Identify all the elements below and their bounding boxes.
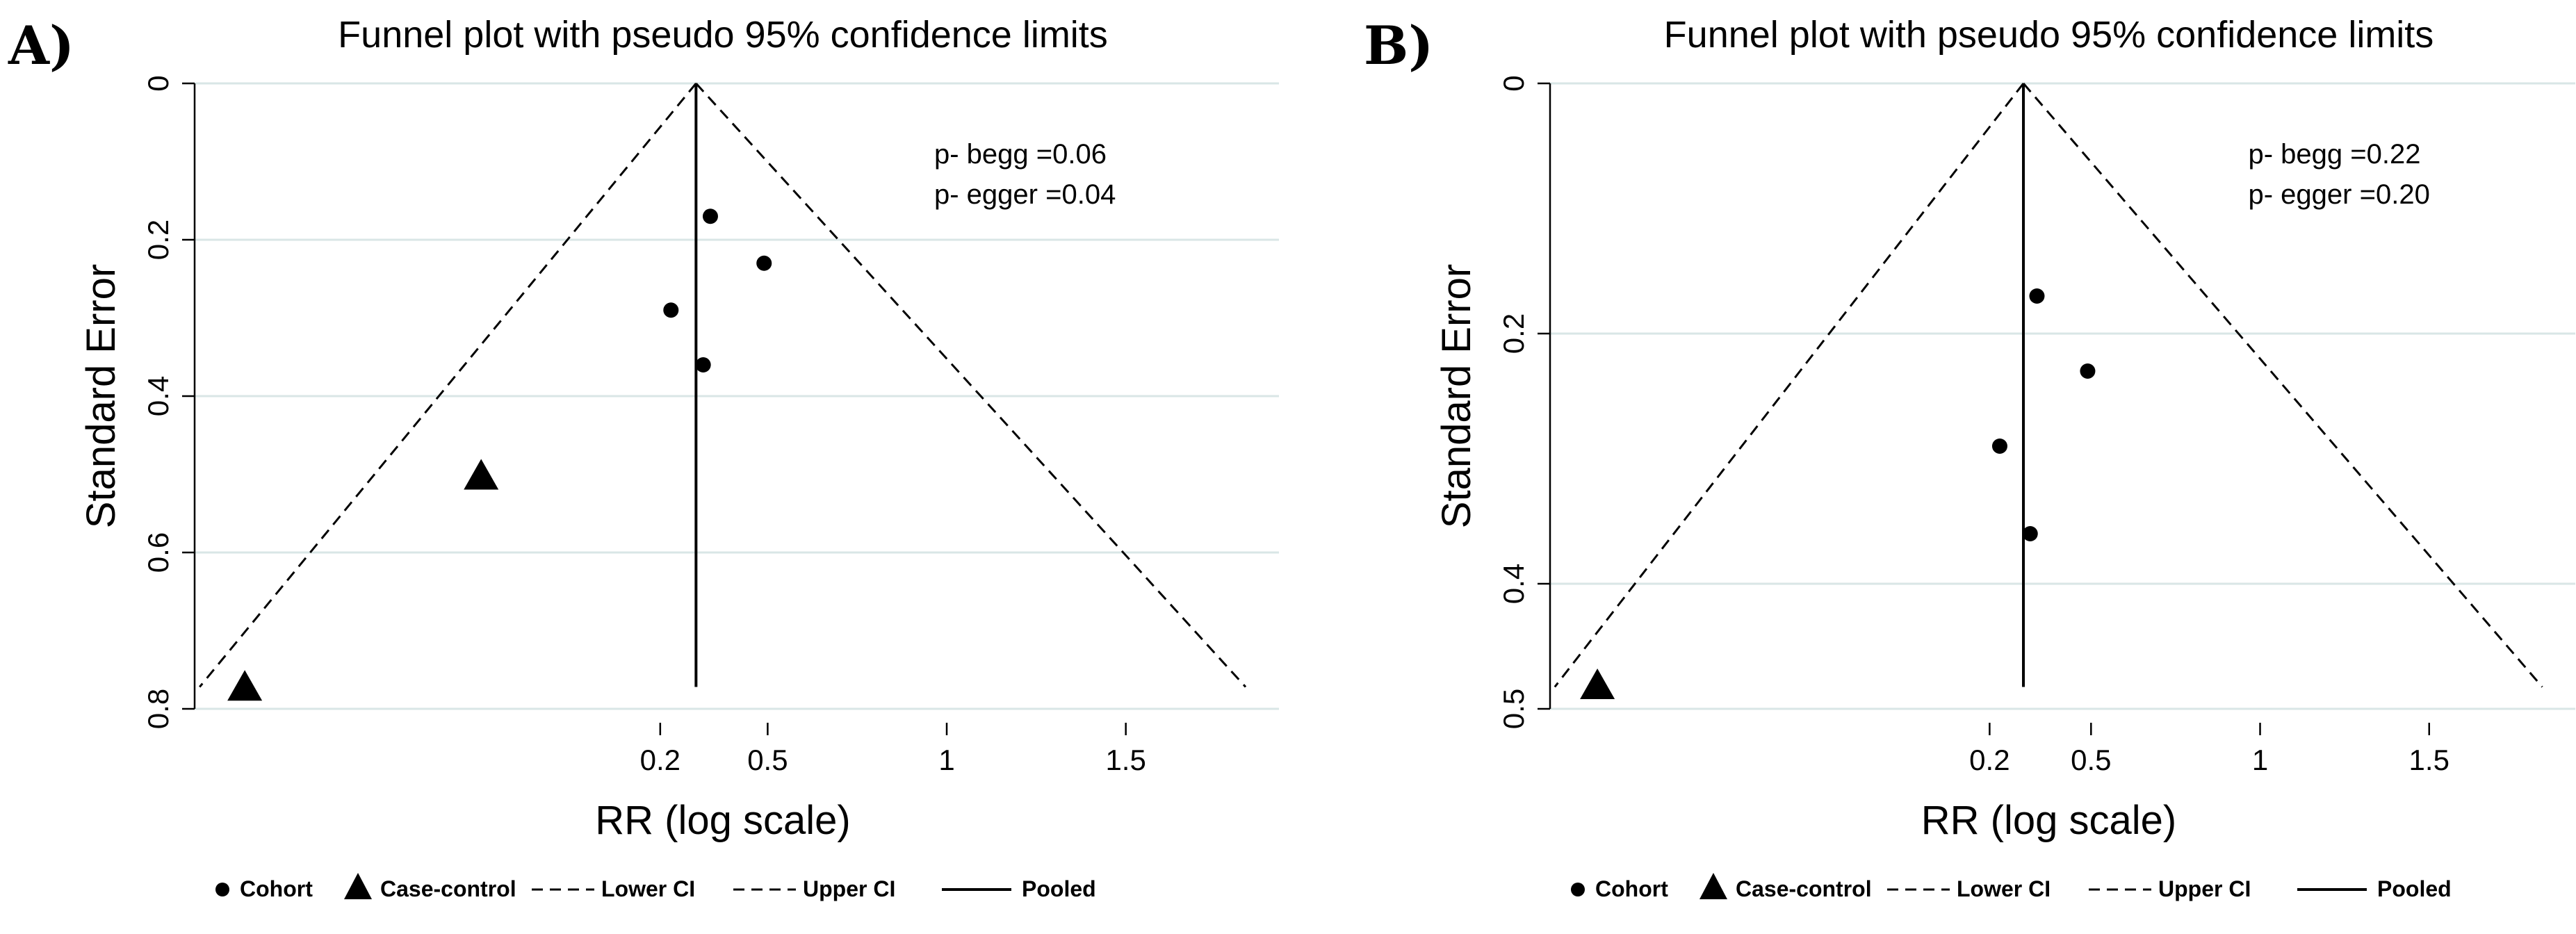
legend-lower-ci-label: Lower CI	[1957, 876, 2051, 901]
legend-case-control-marker	[1699, 873, 1727, 899]
x-axis-label: RR (log scale)	[1921, 798, 2176, 843]
cohort-point	[756, 255, 772, 271]
funnel-plot-a: 0 0.2 0.4 0.6 0.8 0.2 0.5 1 1.5 A) Funnel plot wit…	[8, 14, 1279, 901]
y-tick-label: 0.8	[142, 689, 174, 729]
legend-case-control-label: Case-control	[380, 876, 516, 901]
x-tick-label: 0.2	[640, 744, 680, 776]
y-tick-label: 0.5	[1497, 689, 1530, 729]
legend-upper-ci-label: Upper CI	[2158, 876, 2251, 901]
panel-label: B)	[1364, 15, 1433, 76]
x-axis-label: RR (log scale)	[595, 798, 850, 843]
y-tick-label: 0.4	[142, 376, 174, 416]
cohort-point	[2029, 288, 2045, 304]
x-tick-label: 1.5	[2409, 744, 2449, 776]
cohort-point	[2022, 526, 2038, 541]
cohort-point	[695, 357, 711, 372]
x-tick-label: 0.5	[747, 744, 788, 776]
cohort-point	[663, 302, 679, 318]
legend-case-control-label: Case-control	[1736, 876, 1872, 901]
y-tick-label: 0	[1497, 75, 1530, 91]
case-control-point	[227, 670, 263, 701]
upper-ci-line	[2022, 83, 2543, 688]
y-tick-label: 0	[142, 75, 174, 91]
legend-cohort-marker	[1571, 883, 1585, 896]
legend-pooled-label: Pooled	[1022, 876, 1096, 901]
legend-cohort-label: Cohort	[240, 876, 313, 901]
chart-title: Funnel plot with pseudo 95% confidence l…	[338, 14, 1108, 56]
y-tick-label: 0.6	[142, 532, 174, 573]
cohort-point	[1991, 439, 2007, 454]
y-tick-label: 0.2	[1497, 313, 1530, 354]
p-value-annotation: p- begg =0.06	[934, 139, 1107, 170]
p-value-annotation: p- begg =0.22	[2249, 139, 2421, 170]
x-tick-label: 0.2	[1969, 744, 2010, 776]
legend-cohort-marker	[215, 883, 229, 896]
upper-ci-line	[695, 82, 1247, 688]
x-tick-label: 1	[2252, 744, 2268, 776]
y-axis-label: Standard Error	[1434, 264, 1479, 528]
legend-case-control-marker	[344, 873, 372, 899]
cohort-point	[702, 208, 718, 224]
cohort-point	[2080, 363, 2096, 379]
lower-ci-line	[199, 83, 697, 688]
legend-lower-ci-label: Lower CI	[601, 876, 695, 901]
legend-upper-ci-label: Upper CI	[803, 876, 895, 901]
case-control-point	[464, 459, 499, 490]
funnel-plot-b: 0 0.2 0.4 0.5 0.2 0.5 1 1.5 B) Funnel plot with p…	[1364, 14, 2575, 901]
chart-title: Funnel plot with pseudo 95% confidence l…	[1664, 14, 2434, 56]
x-tick-label: 1	[938, 744, 954, 776]
y-tick-label: 0.2	[142, 220, 174, 260]
y-axis-label: Standard Error	[79, 264, 124, 528]
p-value-annotation: p- egger =0.20	[2249, 179, 2430, 210]
case-control-point	[1580, 669, 1615, 699]
p-value-annotation: p- egger =0.04	[934, 179, 1116, 210]
x-tick-label: 1.5	[1105, 744, 1146, 776]
lower-ci-line	[1554, 83, 2025, 688]
x-tick-label: 0.5	[2071, 744, 2111, 776]
y-tick-label: 0.4	[1497, 564, 1530, 604]
legend-pooled-label: Pooled	[2377, 876, 2452, 901]
panel-label: A)	[8, 15, 74, 76]
legend-cohort-label: Cohort	[1595, 876, 1668, 901]
